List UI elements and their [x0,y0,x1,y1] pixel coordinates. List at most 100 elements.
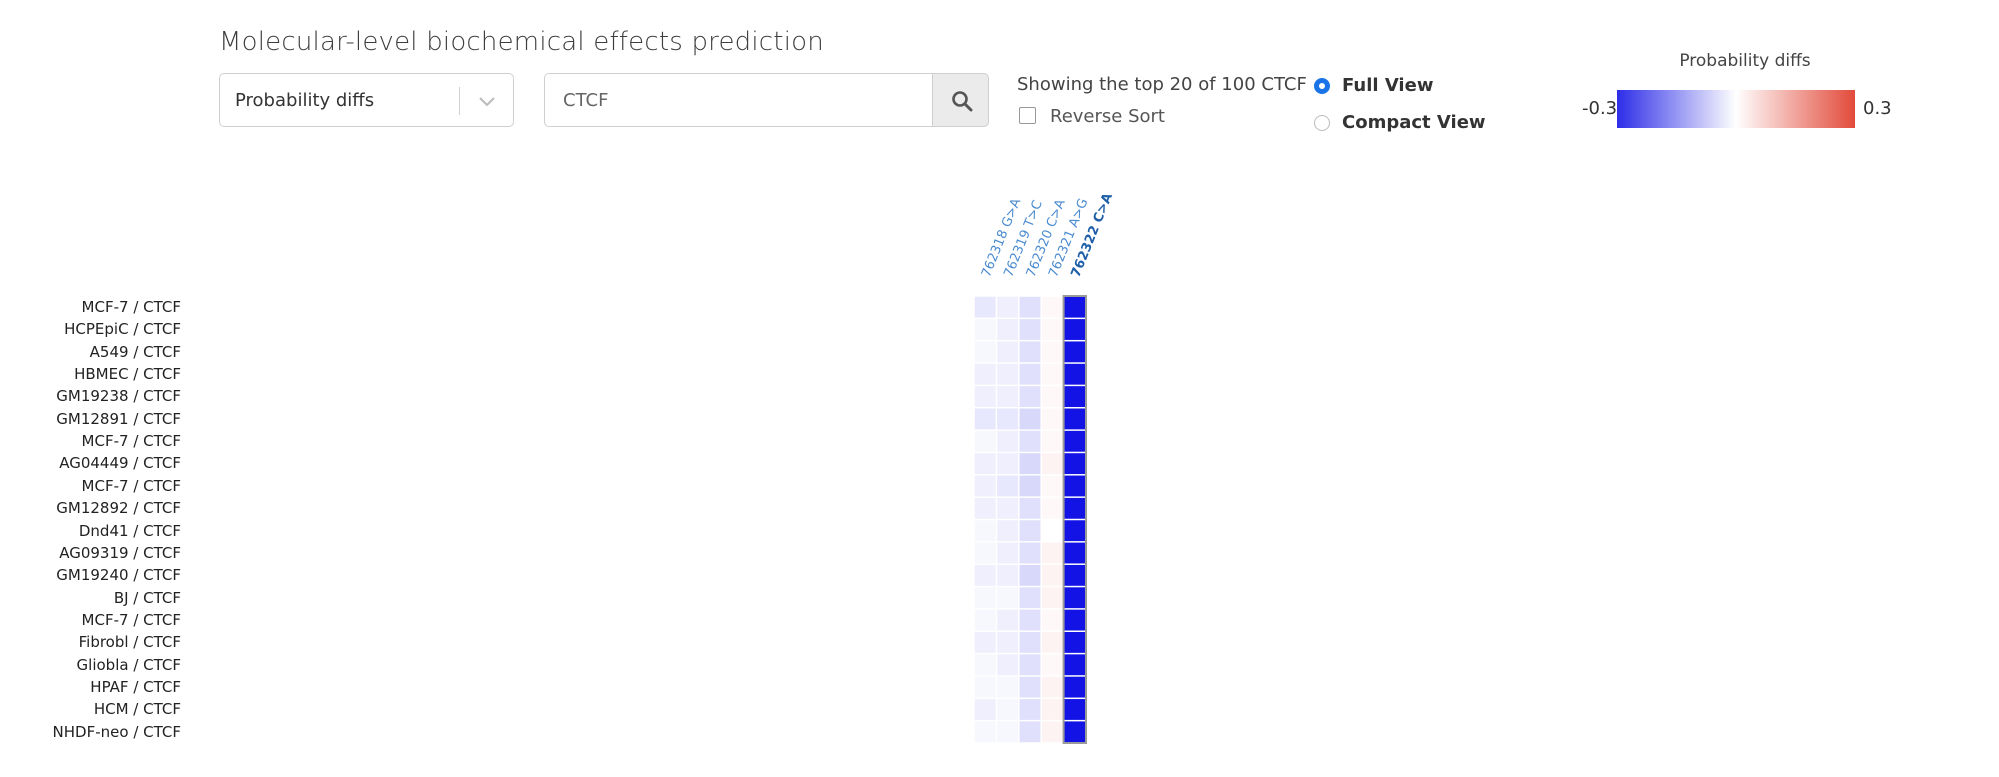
heatmap-cell[interactable] [974,386,996,407]
heatmap-cell[interactable] [1019,609,1041,631]
heatmap-cell[interactable] [997,721,1019,743]
heatmap-cell[interactable] [1019,319,1041,340]
heatmap-cell[interactable] [974,542,996,564]
heatmap-cell[interactable] [1064,319,1086,340]
heatmap-cell[interactable] [1019,430,1041,452]
heatmap-cell[interactable] [1041,319,1063,340]
heatmap-cell[interactable] [1041,654,1063,676]
heatmap-cell[interactable] [997,632,1019,653]
heatmap-cell[interactable] [1041,363,1063,385]
heatmap-cell[interactable] [1041,430,1063,452]
heatmap-cell[interactable] [997,363,1019,385]
heatmap-cell[interactable] [1064,542,1086,564]
heatmap-cell[interactable] [1064,564,1086,586]
heatmap-cell[interactable] [1041,341,1063,363]
heatmap-cell[interactable] [1064,363,1086,385]
heatmap-cell[interactable] [997,520,1019,542]
heatmap-cell[interactable] [1041,721,1063,743]
heatmap-cell[interactable] [997,453,1019,475]
heatmap-cell[interactable] [1019,408,1041,430]
heatmap-cell[interactable] [1064,475,1086,497]
heatmap-cell[interactable] [1064,296,1086,318]
heatmap-cell[interactable] [1019,363,1041,385]
heatmap-cell[interactable] [997,341,1019,363]
heatmap-cell[interactable] [1041,564,1063,586]
heatmap-cell[interactable] [1041,408,1063,430]
heatmap-cell[interactable] [1019,453,1041,475]
heatmap-cell[interactable] [974,363,996,385]
heatmap-cell[interactable] [1064,721,1086,743]
heatmap-cell[interactable] [1064,430,1086,452]
heatmap-cell[interactable] [974,475,996,497]
heatmap-cell[interactable] [997,564,1019,586]
heatmap-cell[interactable] [1064,341,1086,363]
heatmap-cell[interactable] [1041,587,1063,609]
heatmap-cell[interactable] [1019,386,1041,407]
heatmap-cell[interactable] [997,386,1019,407]
heatmap-cell[interactable] [974,341,996,363]
heatmap-cell[interactable] [1041,386,1063,407]
reverse-sort-control[interactable]: Reverse Sort [1019,106,1165,127]
heatmap-cell[interactable] [974,721,996,743]
heatmap-cell[interactable] [1041,296,1063,318]
heatmap-cell[interactable] [997,609,1019,631]
heatmap-cell[interactable] [1064,654,1086,676]
heatmap-cell[interactable] [1041,520,1063,542]
heatmap-cell[interactable] [974,430,996,452]
heatmap-cell[interactable] [997,676,1019,698]
search-button[interactable] [932,73,989,127]
full-view-radio[interactable]: Full View [1314,75,1433,96]
heatmap-cell[interactable] [1064,520,1086,542]
heatmap-cell[interactable] [974,587,996,609]
heatmap-cell[interactable] [974,408,996,430]
heatmap-cell[interactable] [1041,609,1063,631]
search-input[interactable] [544,73,933,127]
heatmap-cell[interactable] [974,520,996,542]
heatmap-cell[interactable] [1019,520,1041,542]
radio-unselected-icon[interactable] [1314,115,1330,131]
heatmap-cell[interactable] [997,296,1019,318]
heatmap-cell[interactable] [1064,632,1086,653]
heatmap-cell[interactable] [997,408,1019,430]
heatmap-cell[interactable] [974,654,996,676]
heatmap-cell[interactable] [1041,453,1063,475]
heatmap-cell[interactable] [1064,453,1086,475]
heatmap-cell[interactable] [997,654,1019,676]
heatmap-cell[interactable] [974,564,996,586]
heatmap-cell[interactable] [1064,699,1086,720]
heatmap-cell[interactable] [974,699,996,720]
compact-view-radio[interactable]: Compact View [1314,112,1486,133]
heatmap-cell[interactable] [997,475,1019,497]
heatmap-cell[interactable] [1041,475,1063,497]
heatmap-cell[interactable] [1019,676,1041,698]
heatmap-cell[interactable] [1041,542,1063,564]
heatmap-cell[interactable] [1064,497,1086,519]
heatmap-cell[interactable] [997,587,1019,609]
heatmap-cell[interactable] [974,319,996,340]
reverse-sort-checkbox[interactable] [1019,107,1036,124]
heatmap-cell[interactable] [974,497,996,519]
heatmap-cell[interactable] [1019,632,1041,653]
radio-selected-icon[interactable] [1314,78,1330,94]
heatmap-cell[interactable] [1019,699,1041,720]
heatmap-cell[interactable] [997,497,1019,519]
heatmap-cell[interactable] [1019,587,1041,609]
heatmap-cell[interactable] [1064,386,1086,407]
heatmap-cell[interactable] [974,676,996,698]
heatmap-cell[interactable] [1019,564,1041,586]
heatmap-cell[interactable] [997,319,1019,340]
metric-select[interactable]: Probability diffs [219,73,514,127]
heatmap-cell[interactable] [997,699,1019,720]
heatmap-cell[interactable] [1019,296,1041,318]
heatmap-cell[interactable] [974,632,996,653]
heatmap-cell[interactable] [1041,497,1063,519]
heatmap-cell[interactable] [1019,542,1041,564]
heatmap-cell[interactable] [974,453,996,475]
heatmap-cell[interactable] [1019,497,1041,519]
heatmap-cell[interactable] [1041,632,1063,653]
heatmap-cell[interactable] [1064,676,1086,698]
heatmap-cell[interactable] [1019,654,1041,676]
heatmap-cell[interactable] [1019,721,1041,743]
heatmap-cell[interactable] [997,430,1019,452]
heatmap-cell[interactable] [1041,676,1063,698]
